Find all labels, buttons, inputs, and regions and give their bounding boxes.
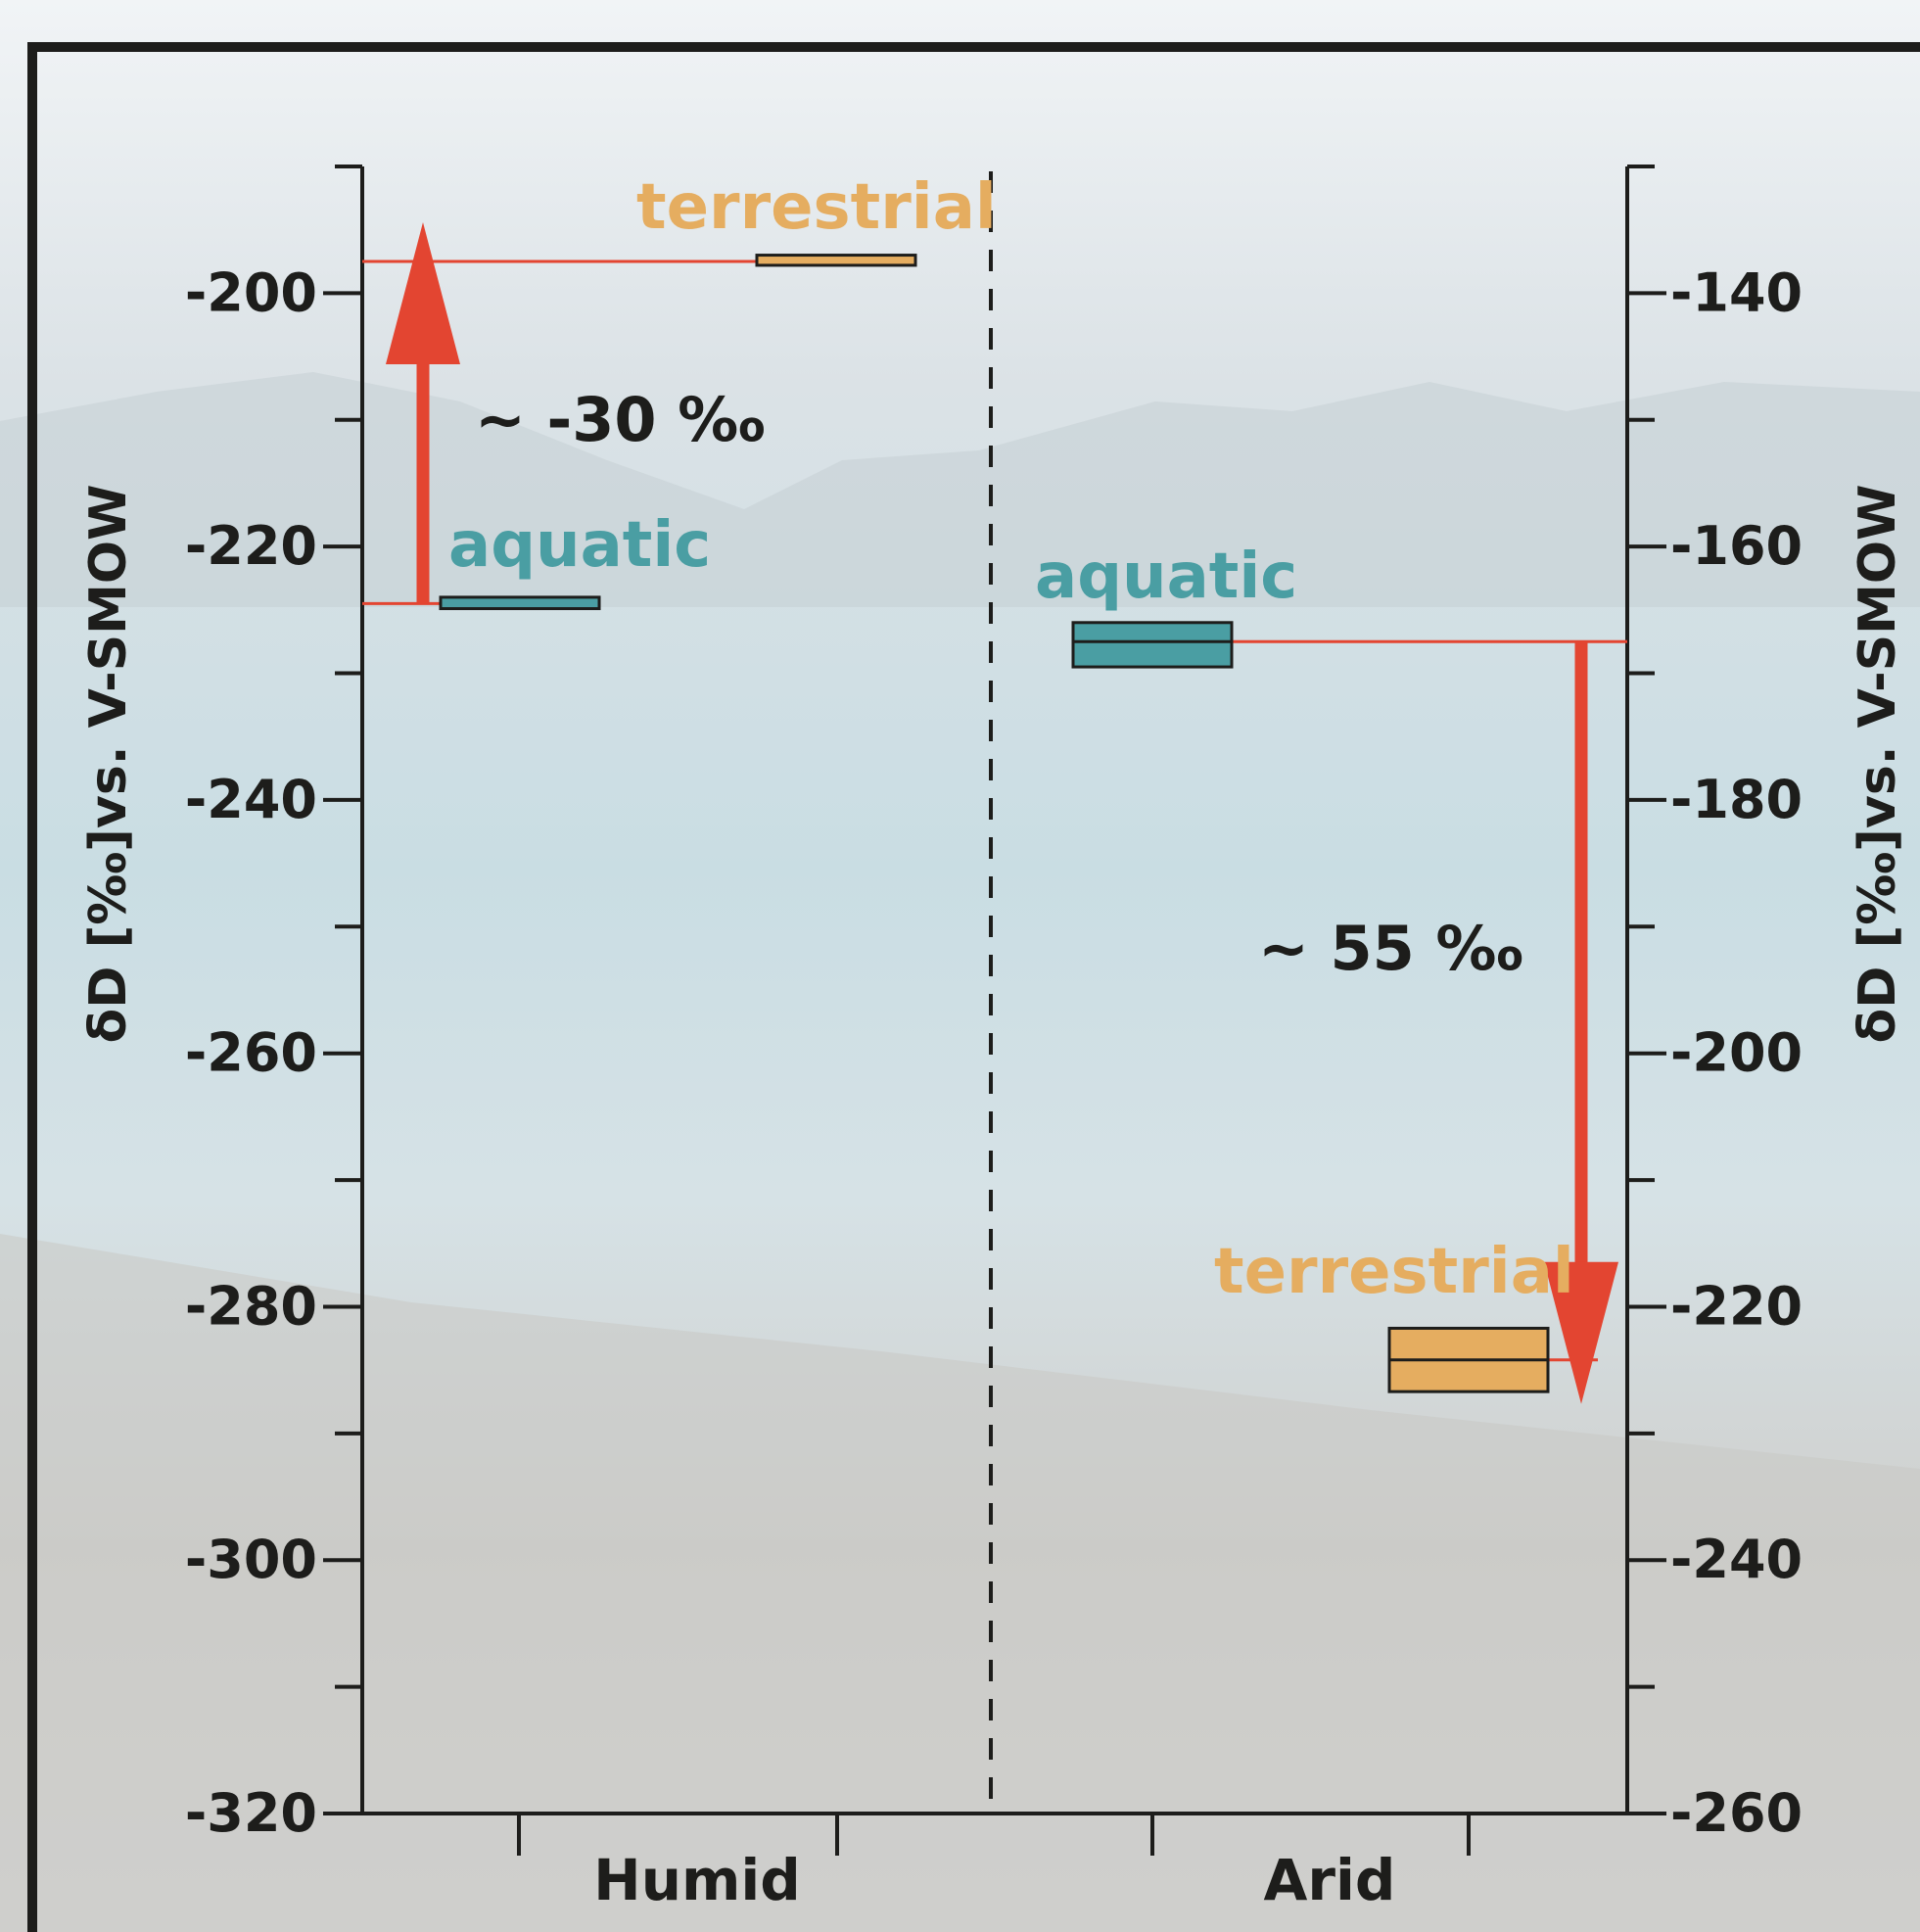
left-axis-title: δD [‰]vs. V-SMOW bbox=[79, 485, 138, 1044]
right-y-axis: -140 -160 -180 -200 -220 -240 -260 bbox=[1625, 165, 1803, 1844]
left-axis-tick-label: -240 bbox=[185, 769, 317, 830]
range-box-humid-terrestrial bbox=[755, 254, 917, 267]
background-mountains bbox=[0, 372, 1920, 607]
left-axis-tick-label: -200 bbox=[185, 261, 317, 323]
right-axis-tick-label: -260 bbox=[1670, 1782, 1803, 1844]
right-axis-tick-label: -160 bbox=[1670, 515, 1803, 577]
right-axis-tick-label: -240 bbox=[1670, 1529, 1803, 1590]
left-axis-tick-label: -260 bbox=[185, 1022, 317, 1084]
category-label-arid: Arid bbox=[1264, 1847, 1396, 1913]
marks-layer bbox=[362, 222, 1627, 1404]
range-box-arid-aquatic bbox=[1071, 621, 1234, 669]
annotation-humid: ~ -30 ‰ bbox=[475, 384, 765, 455]
series-label-arid-aquatic: aquatic bbox=[1035, 541, 1297, 613]
range-box-humid-aquatic bbox=[439, 595, 601, 611]
labels-layer: aquatic terrestrial aquatic terrestrial ~ -3… bbox=[448, 171, 1574, 1308]
right-axis-tick-label: -200 bbox=[1670, 1022, 1803, 1084]
left-axis-tick-label: -220 bbox=[185, 515, 317, 577]
series-label-humid-aquatic: aquatic bbox=[448, 509, 711, 582]
category-label-humid: Humid bbox=[593, 1847, 801, 1913]
right-axis-tick-label: -220 bbox=[1670, 1275, 1803, 1337]
series-label-arid-terrestrial: terrestrial bbox=[1214, 1236, 1574, 1308]
frame bbox=[27, 42, 1920, 1932]
left-axis-tick-label: -320 bbox=[185, 1782, 317, 1844]
arrow-head-arid bbox=[1544, 1261, 1618, 1404]
left-y-axis: -200 -220 -240 -260 -280 -300 -320 bbox=[185, 165, 364, 1844]
series-label-humid-terrestrial: terrestrial bbox=[636, 171, 997, 244]
right-axis-tick-label: -140 bbox=[1670, 261, 1803, 323]
right-axis-tick-label: -180 bbox=[1670, 769, 1803, 830]
right-axis-title: δD [‰]vs. V-SMOW bbox=[1849, 485, 1907, 1044]
left-axis-tick-label: -280 bbox=[185, 1275, 317, 1337]
background-shore bbox=[0, 1234, 1920, 1932]
left-axis-tick-label: -300 bbox=[185, 1529, 317, 1590]
annotation-arid: ~ 55 ‰ bbox=[1258, 913, 1523, 984]
arrow-head-humid bbox=[386, 222, 460, 365]
